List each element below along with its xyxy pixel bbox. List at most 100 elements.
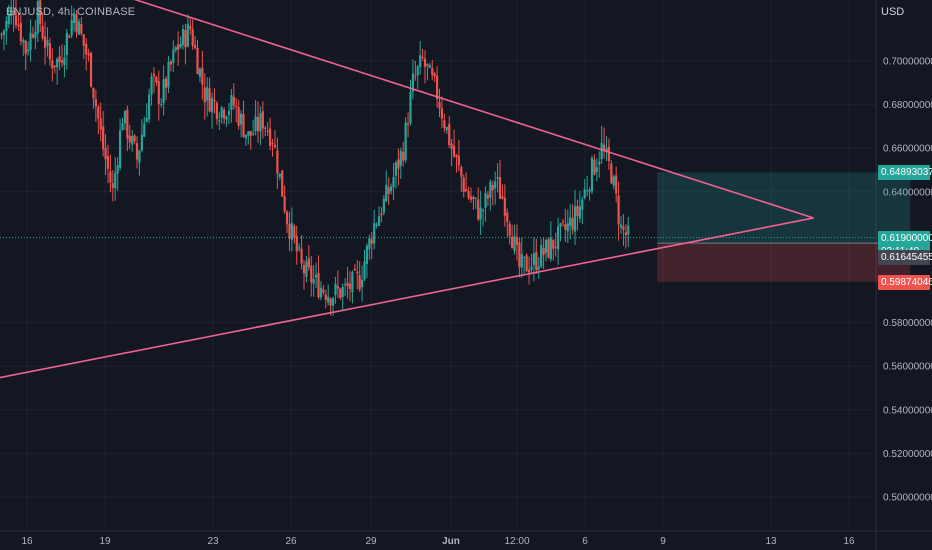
loss-zone[interactable] <box>657 243 911 282</box>
candle-body <box>278 173 281 177</box>
candle-body <box>477 199 480 220</box>
candle-body <box>360 279 364 288</box>
candle-body <box>469 196 473 200</box>
candle-body <box>593 159 596 175</box>
symbol-legend: ENJUSD, 4h, COINBASE <box>6 6 136 18</box>
candle-body <box>440 108 444 119</box>
candle-body <box>537 266 540 270</box>
candle-body <box>256 117 260 131</box>
candle-body <box>346 282 349 287</box>
candle-body <box>143 123 146 137</box>
candle-body <box>232 96 235 106</box>
candle-body <box>300 248 303 264</box>
candle-body <box>419 55 422 68</box>
target-price-tag: 0.64893037 <box>878 165 932 181</box>
candle-body <box>312 279 315 284</box>
candle-body <box>135 143 139 160</box>
candle-body <box>484 192 487 208</box>
candle-body <box>436 75 439 100</box>
candle-body <box>164 78 168 88</box>
candle-body <box>118 130 122 168</box>
candle-body <box>198 68 202 77</box>
candle-body <box>51 60 54 69</box>
candle-body <box>605 148 608 152</box>
candle-body <box>390 186 393 192</box>
candle-body <box>271 142 274 145</box>
candle-body <box>356 271 359 274</box>
x-tick-label: 29 <box>365 536 377 547</box>
candle-body <box>109 171 112 183</box>
candle-body <box>53 65 56 68</box>
candle-body <box>542 248 545 255</box>
y-tick-label: 0.54000000 <box>883 405 932 416</box>
candle-body <box>406 123 410 125</box>
candle-body <box>365 245 369 264</box>
candle-body <box>213 100 216 102</box>
candle-body <box>552 239 555 249</box>
y-tick-label: 0.70000000 <box>883 57 932 68</box>
candle-body <box>43 36 47 48</box>
candle-body <box>426 63 429 66</box>
x-tick-label: 9 <box>660 536 666 547</box>
candle-body <box>394 162 398 176</box>
candle-body <box>508 223 511 236</box>
candle-body <box>220 107 223 118</box>
candle-body <box>385 184 388 202</box>
candle-body <box>60 60 64 63</box>
candle-body <box>559 223 562 227</box>
candle-body <box>283 196 286 212</box>
candle-body <box>317 272 320 298</box>
x-tick-label: 23 <box>207 536 219 547</box>
candle-body <box>184 30 187 48</box>
candle-body <box>443 120 446 128</box>
candle-body <box>423 58 427 67</box>
candle-body <box>269 128 272 146</box>
candle-body <box>370 239 373 244</box>
candle-body <box>363 261 366 280</box>
candle-body <box>152 73 156 77</box>
candle-body <box>116 165 119 174</box>
candle-body <box>281 170 284 197</box>
stop-price-value: 0.59874046 <box>881 276 932 288</box>
candle-body <box>581 199 584 210</box>
y-tick-label: 0.66000000 <box>883 144 932 155</box>
trendline-lower[interactable] <box>0 217 814 386</box>
candle-body <box>315 274 318 278</box>
triangle-pattern[interactable] <box>0 0 814 386</box>
candle-body <box>549 237 552 260</box>
candle-body <box>169 61 172 65</box>
candle-body <box>520 254 523 268</box>
candle-body <box>140 134 143 151</box>
x-tick-label: 12:00 <box>504 536 529 547</box>
candle-body <box>501 196 504 199</box>
y-tick-label: 0.52000000 <box>883 449 932 460</box>
candle-body <box>307 258 310 268</box>
candle-body <box>7 13 10 24</box>
candle-body <box>75 14 78 33</box>
x-tick-label: Jun <box>442 536 460 547</box>
candle-body <box>97 106 100 119</box>
candle-body <box>201 67 204 85</box>
candle-body <box>247 131 250 136</box>
candle-body <box>515 237 519 245</box>
candle-body <box>496 177 499 179</box>
candle-body <box>540 244 543 267</box>
candle-body <box>564 224 567 230</box>
axis-unit-label: USD <box>881 6 905 18</box>
candle-body <box>506 212 509 222</box>
candle-body <box>34 32 37 38</box>
trendline-upper[interactable] <box>75 0 814 219</box>
candle-body <box>12 10 15 15</box>
candle-body <box>610 163 613 184</box>
candle-body <box>583 189 586 199</box>
candle-body <box>380 213 383 216</box>
candle-body <box>73 13 76 23</box>
candle-body <box>438 102 441 109</box>
candle-body <box>87 53 90 56</box>
candle-body <box>63 57 66 66</box>
candle-body <box>353 268 356 271</box>
candle-body <box>566 223 569 232</box>
candle-body <box>174 47 177 51</box>
